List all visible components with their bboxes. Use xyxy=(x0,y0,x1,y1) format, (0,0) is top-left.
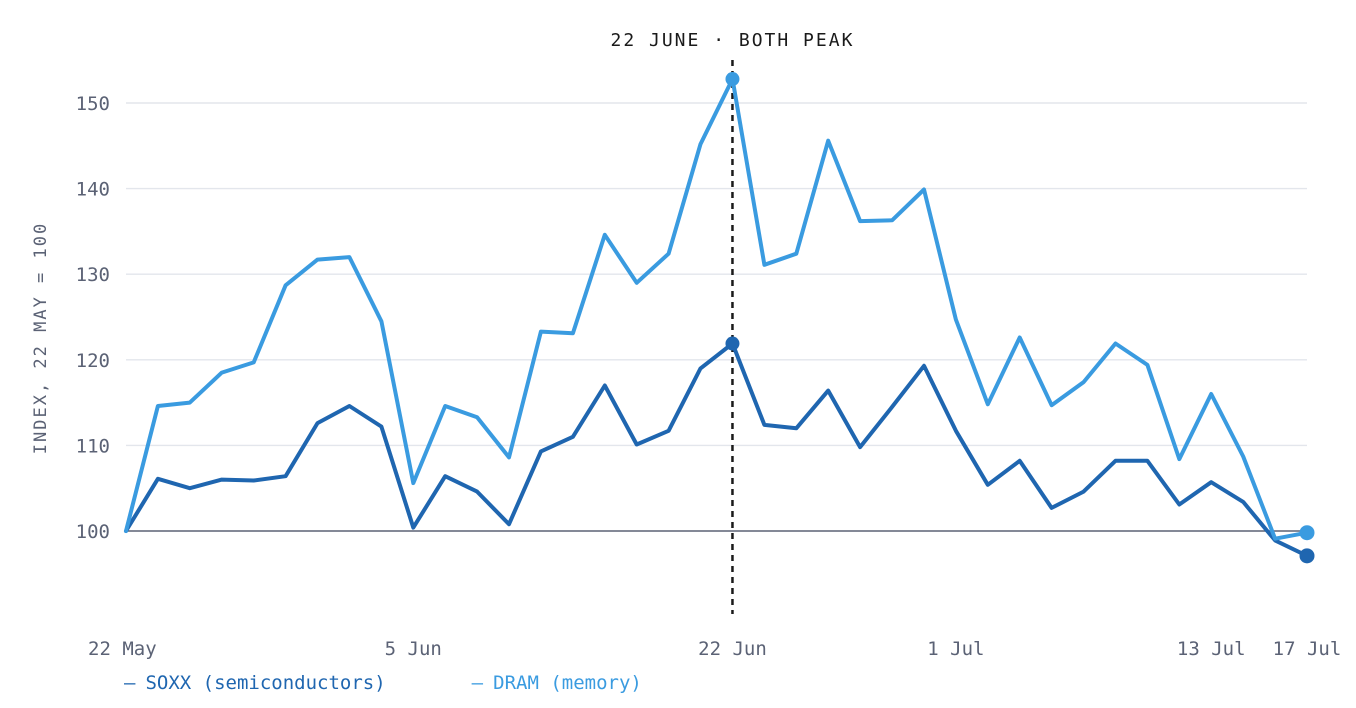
legend-item-dram: — DRAM (memory) xyxy=(472,672,642,694)
legend-swatch-icon: — xyxy=(124,672,136,694)
peak-annotation-label: 22 JUNE · BOTH PEAK xyxy=(611,30,855,51)
y-axis-label: INDEX, 22 MAY = 100 xyxy=(31,222,51,454)
end-point-dram xyxy=(1299,525,1315,541)
x-tick-label: 5 Jun xyxy=(385,638,442,660)
y-tick-label: 150 xyxy=(76,93,110,115)
peak-point-dram xyxy=(725,72,740,87)
end-point-soxx xyxy=(1299,548,1315,564)
x-tick-label: 1 Jul xyxy=(927,638,984,660)
x-tick-label: 22 May xyxy=(88,638,157,660)
legend: — SOXX (semiconductors) — DRAM (memory) xyxy=(124,672,642,694)
legend-item-soxx: — SOXX (semiconductors) xyxy=(124,672,386,694)
y-tick-label: 120 xyxy=(76,350,110,372)
legend-swatch-icon: — xyxy=(471,672,484,694)
peak-point-soxx xyxy=(725,336,740,351)
axes: INDEX, 22 MAY = 100 100 110 120 130 140 150 22… xyxy=(31,93,1341,660)
y-tick-label: 140 xyxy=(76,179,110,201)
series-line-dram xyxy=(124,77,1309,541)
x-tick-label: 17 Jul xyxy=(1273,638,1342,660)
legend-label-soxx: SOXX (semiconductors) xyxy=(145,672,386,694)
series-line-soxx xyxy=(124,341,1309,558)
series-lines xyxy=(124,72,1315,564)
x-tick-label: 13 Jul xyxy=(1177,638,1246,660)
peak-annotation: 22 JUNE · BOTH PEAK xyxy=(611,30,855,614)
y-tick-label: 100 xyxy=(76,521,110,543)
legend-label-dram: DRAM (memory) xyxy=(493,672,642,694)
y-tick-label: 110 xyxy=(76,435,110,457)
x-tick-label: 22 Jun xyxy=(698,638,767,660)
gridlines xyxy=(126,102,1307,532)
y-tick-label: 130 xyxy=(76,264,110,286)
